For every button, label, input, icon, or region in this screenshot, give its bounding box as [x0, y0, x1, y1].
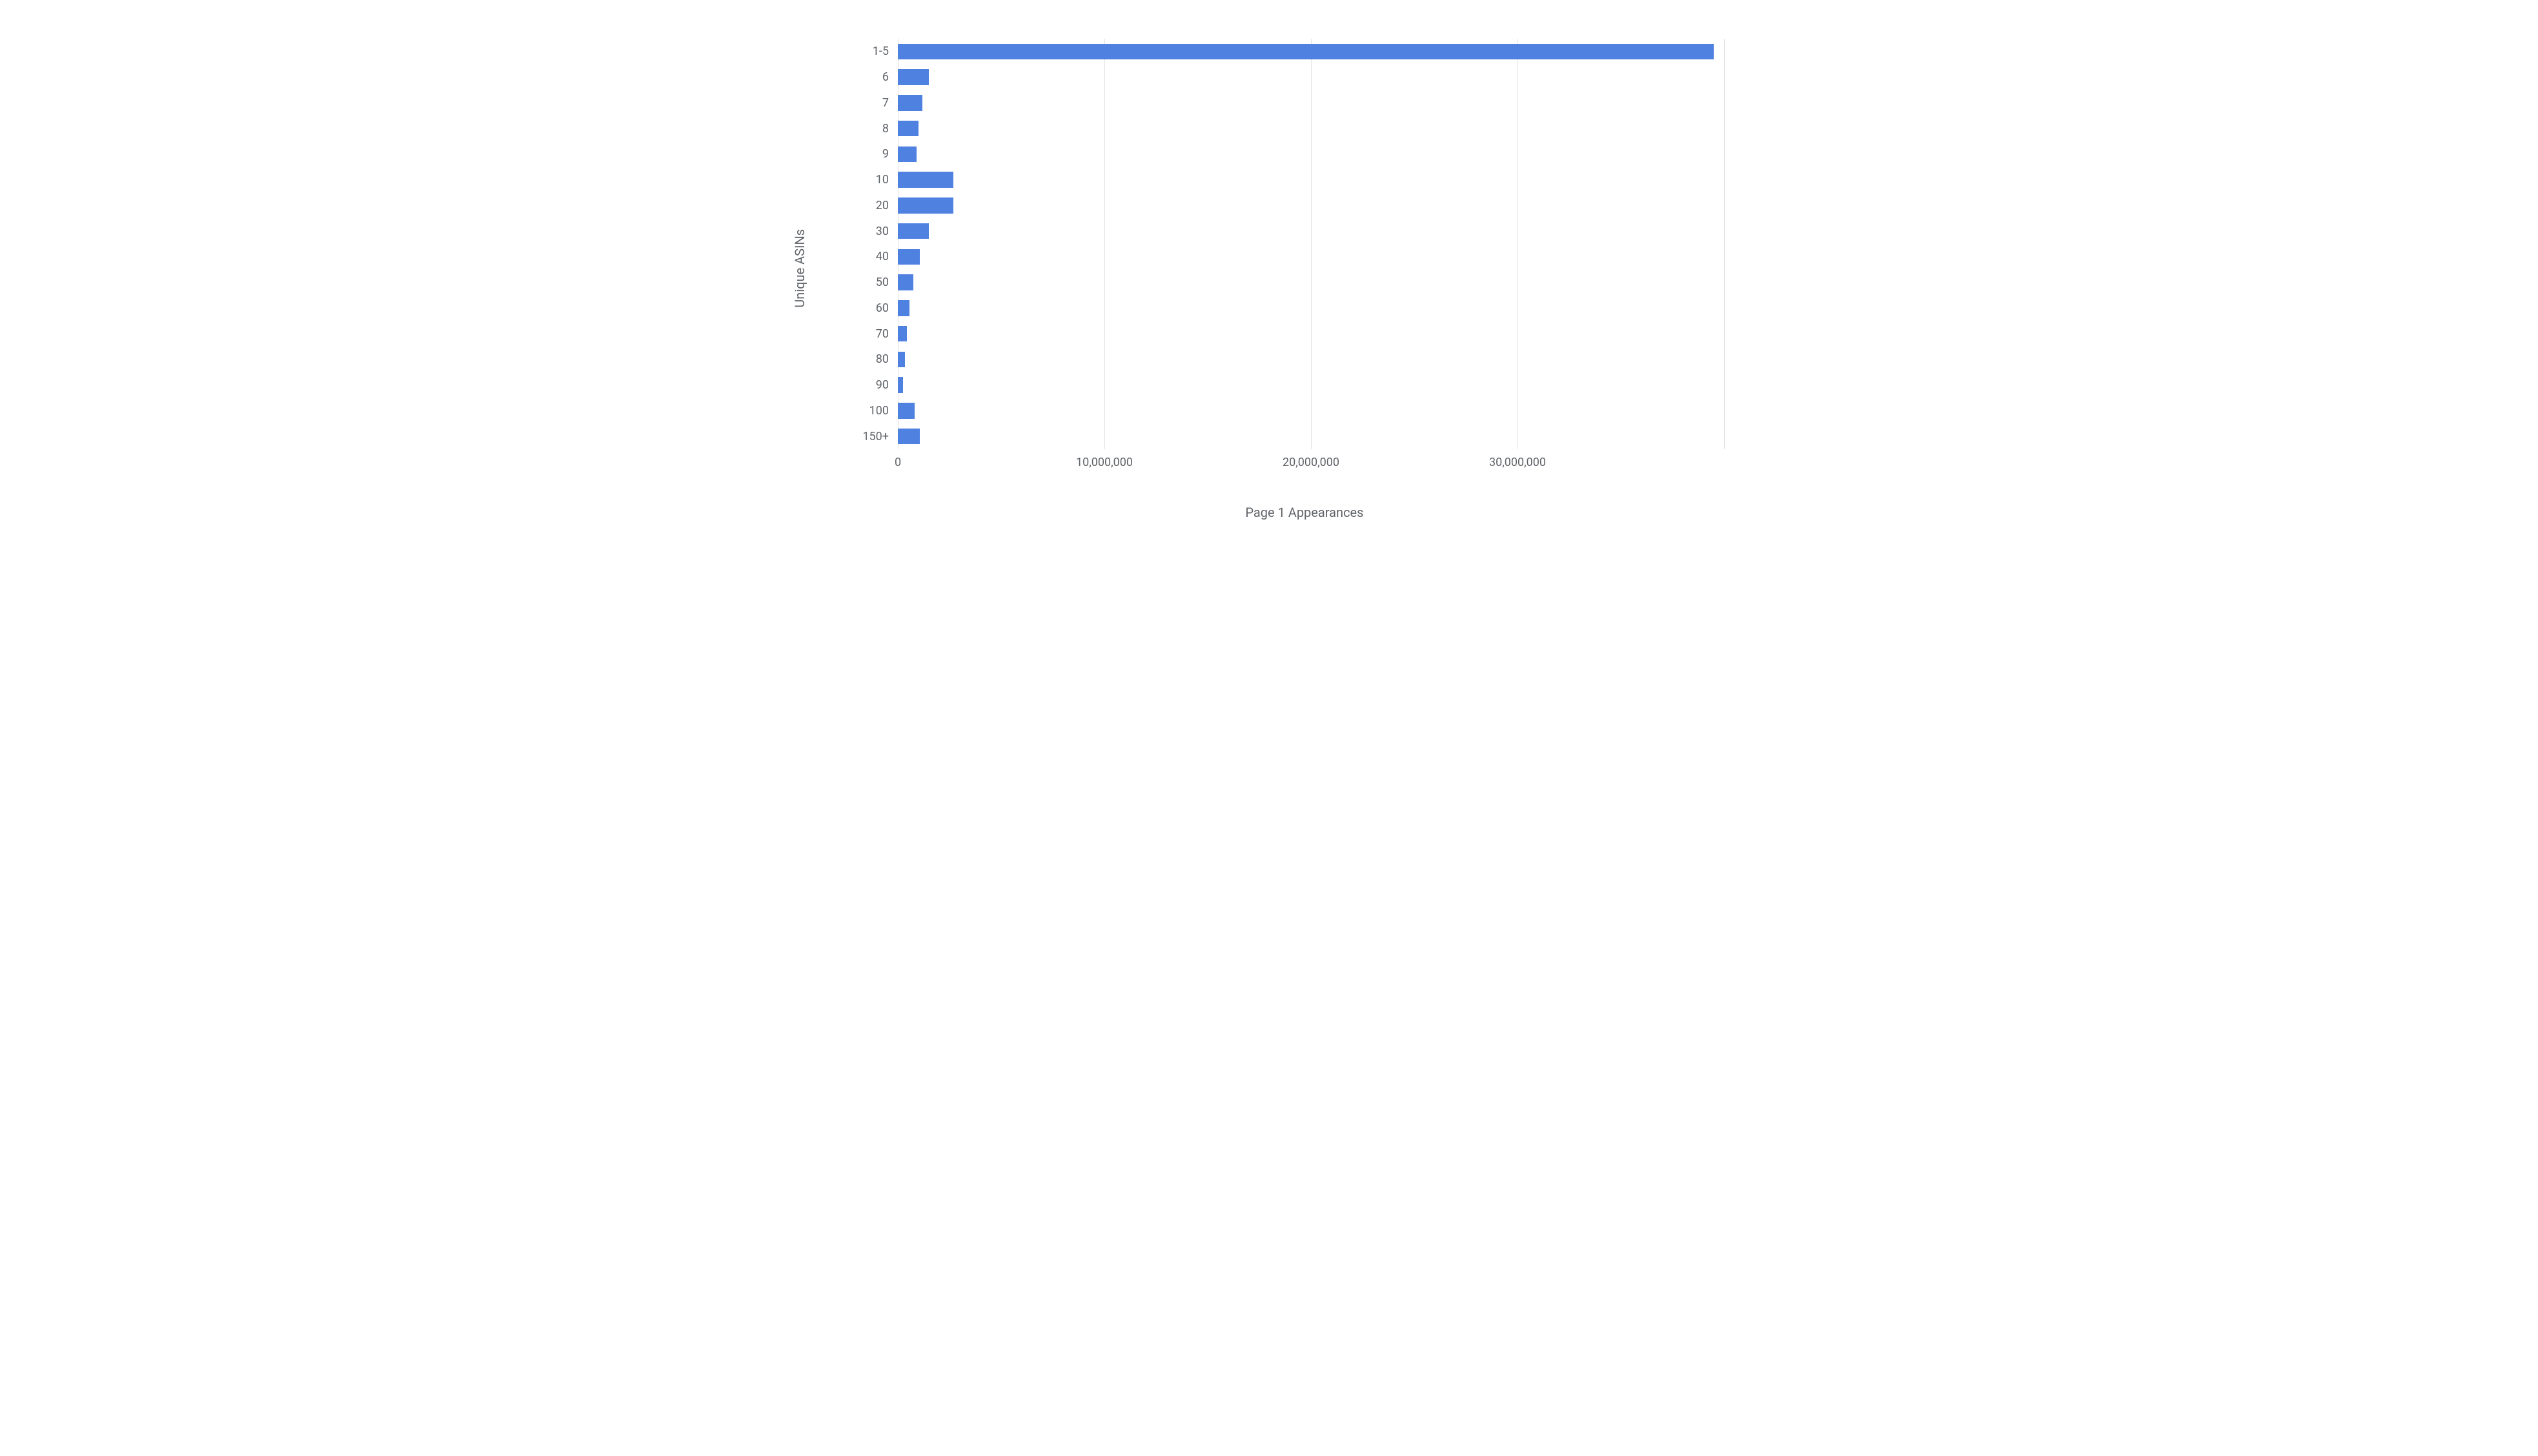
x-tick-label: 30,000,000 — [1489, 456, 1546, 469]
plot-inner: 010,000,00020,000,00030,000,0001-5678910… — [898, 39, 1724, 449]
bar — [898, 197, 953, 214]
bar — [898, 147, 917, 163]
y-tick-label: 90 — [876, 378, 889, 392]
bar-row: 90 — [898, 372, 1724, 398]
bar — [898, 95, 922, 111]
bar — [898, 403, 915, 419]
bar-row: 7 — [898, 90, 1724, 116]
bar — [898, 352, 905, 368]
bar-row: 80 — [898, 347, 1724, 372]
y-tick-label: 9 — [882, 147, 889, 161]
bar-row: 1-5 — [898, 39, 1724, 65]
bar — [898, 429, 920, 445]
bar-row: 9 — [898, 141, 1724, 167]
bars-group: 1-56789102030405060708090100150+ — [898, 39, 1724, 449]
bar-row: 10 — [898, 167, 1724, 193]
bar — [898, 377, 903, 393]
bar-row: 50 — [898, 270, 1724, 296]
y-tick-label: 30 — [876, 225, 889, 238]
gridline — [1724, 39, 1725, 449]
bar — [898, 274, 913, 290]
bar — [898, 249, 920, 265]
bar — [898, 44, 1714, 60]
y-axis-title: Unique ASINs — [792, 229, 807, 308]
bar-row: 40 — [898, 244, 1724, 270]
bar-row: 100 — [898, 398, 1724, 424]
bar — [898, 69, 929, 85]
bar — [898, 300, 909, 316]
y-tick-label: 8 — [882, 122, 889, 136]
chart-container: Unique ASINs 010,000,00020,000,00030,000… — [801, 26, 1737, 520]
x-tick-label: 10,000,000 — [1076, 456, 1133, 469]
bar-row: 70 — [898, 321, 1724, 347]
plot-area: 010,000,00020,000,00030,000,0001-5678910… — [898, 39, 1724, 449]
y-tick-label: 1-5 — [873, 45, 889, 58]
y-tick-label: 20 — [876, 199, 889, 212]
y-tick-label: 150+ — [862, 430, 889, 443]
bar-row: 6 — [898, 65, 1724, 90]
bar — [898, 326, 907, 342]
y-tick-label: 6 — [882, 70, 889, 84]
y-tick-label: 80 — [876, 352, 889, 366]
y-tick-label: 60 — [876, 301, 889, 315]
y-tick-label: 100 — [869, 404, 889, 418]
bar — [898, 223, 929, 239]
y-tick-label: 10 — [876, 173, 889, 187]
y-tick-label: 40 — [876, 250, 889, 263]
bar-row: 20 — [898, 193, 1724, 219]
bar-row: 8 — [898, 116, 1724, 141]
bar — [898, 172, 953, 188]
bar-row: 60 — [898, 296, 1724, 321]
bar-row: 30 — [898, 218, 1724, 244]
bar — [898, 121, 919, 137]
bar-row: 150+ — [898, 423, 1724, 449]
x-axis-title: Page 1 Appearances — [1245, 505, 1363, 520]
y-tick-label: 7 — [882, 96, 889, 110]
x-tick-label: 20,000,000 — [1283, 456, 1339, 469]
y-tick-label: 70 — [876, 327, 889, 341]
x-tick-label: 0 — [895, 456, 901, 469]
y-tick-label: 50 — [876, 276, 889, 289]
